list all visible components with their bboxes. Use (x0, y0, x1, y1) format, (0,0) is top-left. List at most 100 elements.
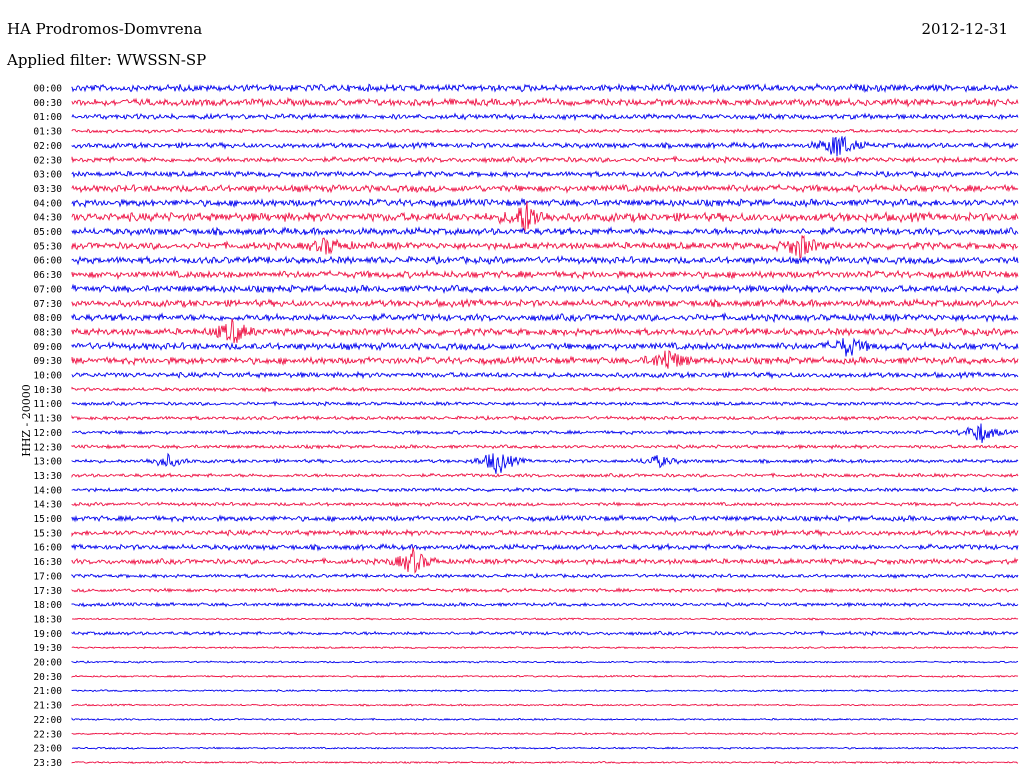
trace-line (71, 297, 1019, 309)
trace-line (71, 501, 1019, 508)
trace-line (71, 630, 1019, 637)
row-time-label: 21:30 (33, 701, 62, 712)
row-time-label: 14:00 (33, 485, 62, 496)
row-time-label: 16:30 (33, 557, 62, 568)
trace-line (71, 234, 1019, 260)
trace-line (71, 731, 1019, 736)
trace-line (71, 112, 1019, 122)
row-time-label: 13:00 (33, 457, 62, 468)
station-title: HA Prodromos-Domvrena (7, 20, 203, 38)
trace-line (71, 443, 1019, 450)
trace-line (71, 645, 1019, 650)
trace-line (71, 283, 1019, 295)
row-time-label: 18:30 (33, 614, 62, 625)
row-time-label: 19:00 (33, 629, 62, 640)
row-time-label: 20:30 (33, 672, 62, 683)
row-time-label: 01:00 (33, 112, 62, 123)
row-time-label: 07:30 (33, 299, 62, 310)
trace-line (71, 703, 1019, 707)
row-time-label: 11:30 (33, 414, 62, 425)
trace-line (71, 197, 1019, 209)
row-time-label: 03:00 (33, 170, 62, 181)
trace-line (71, 617, 1019, 621)
row-time-label: 20:00 (33, 658, 62, 669)
row-time-label: 23:00 (33, 744, 62, 755)
row-time-label: 05:00 (33, 227, 62, 238)
trace-line (71, 486, 1019, 493)
trace-line (71, 414, 1019, 422)
row-time-label: 08:30 (33, 327, 62, 338)
trace-line (71, 155, 1019, 164)
row-time-label: 11:00 (33, 399, 62, 410)
row-time-label: 03:30 (33, 184, 62, 195)
trace-line (71, 386, 1019, 393)
row-time-label: 06:30 (33, 270, 62, 281)
trace-line (71, 601, 1019, 608)
trace-line (71, 350, 1019, 369)
trace-line (71, 514, 1019, 523)
trace-line (71, 587, 1019, 594)
trace-line (71, 311, 1019, 324)
row-time-label: 07:00 (33, 284, 62, 295)
trace-line (71, 201, 1019, 233)
row-time-label: 22:00 (33, 715, 62, 726)
row-time-label: 04:00 (33, 198, 62, 209)
row-time-label: 02:30 (33, 155, 62, 166)
row-time-label: 14:30 (33, 500, 62, 511)
trace-line (71, 423, 1019, 443)
row-time-label: 19:30 (33, 643, 62, 654)
row-time-label: 18:00 (33, 600, 62, 611)
row-time-label: 09:30 (33, 356, 62, 367)
row-time-label: 17:00 (33, 571, 62, 582)
trace-line (71, 760, 1019, 765)
row-time-label: 17:30 (33, 586, 62, 597)
row-time-label: 15:00 (33, 514, 62, 525)
trace-line (71, 528, 1019, 538)
row-time-label: 08:00 (33, 313, 62, 324)
row-time-label: 04:30 (33, 213, 62, 224)
filter-label: Applied filter: WWSSN-SP (7, 51, 207, 69)
trace-line (71, 717, 1018, 722)
trace-line (71, 542, 1019, 552)
trace-line (71, 255, 1019, 266)
trace-line (71, 472, 1019, 479)
row-time-label: 16:00 (33, 543, 62, 554)
trace-line (71, 269, 1019, 281)
row-time-label: 06:00 (33, 256, 62, 267)
trace-line (71, 547, 1019, 574)
trace-line (71, 400, 1019, 407)
row-time-label: 02:00 (33, 141, 62, 152)
trace-line (71, 572, 1019, 579)
trace-line (71, 318, 1019, 344)
row-time-label: 13:30 (33, 471, 62, 482)
row-time-label: 22:30 (33, 729, 62, 740)
trace-line (71, 82, 1019, 94)
row-time-label: 21:00 (33, 686, 62, 697)
trace-line (71, 183, 1019, 194)
trace-line (71, 660, 1019, 664)
row-time-label: 12:00 (33, 428, 62, 439)
trace-line (71, 337, 1019, 357)
row-time-label: 10:30 (33, 385, 62, 396)
trace-line (71, 96, 1019, 108)
trace-line (71, 689, 1019, 693)
row-time-label: 01:30 (33, 127, 62, 138)
row-time-label: 05:30 (33, 241, 62, 252)
row-time-label: 23:30 (33, 758, 62, 769)
trace-line (71, 169, 1019, 179)
row-time-label: 15:30 (33, 528, 62, 539)
trace-line (71, 370, 1019, 380)
trace-line (71, 128, 1019, 135)
row-time-label: 09:00 (33, 342, 62, 353)
trace-line (71, 674, 1019, 678)
date-label: 2012-12-31 (921, 20, 1008, 38)
trace-line (71, 226, 1019, 237)
trace-line (71, 746, 1019, 750)
row-time-label: 10:00 (33, 371, 62, 382)
trace-line (71, 135, 1019, 157)
row-time-label: 00:30 (33, 98, 62, 109)
row-time-label: 00:00 (33, 84, 62, 95)
trace-line (71, 452, 1019, 474)
row-time-label: 12:30 (33, 442, 62, 453)
